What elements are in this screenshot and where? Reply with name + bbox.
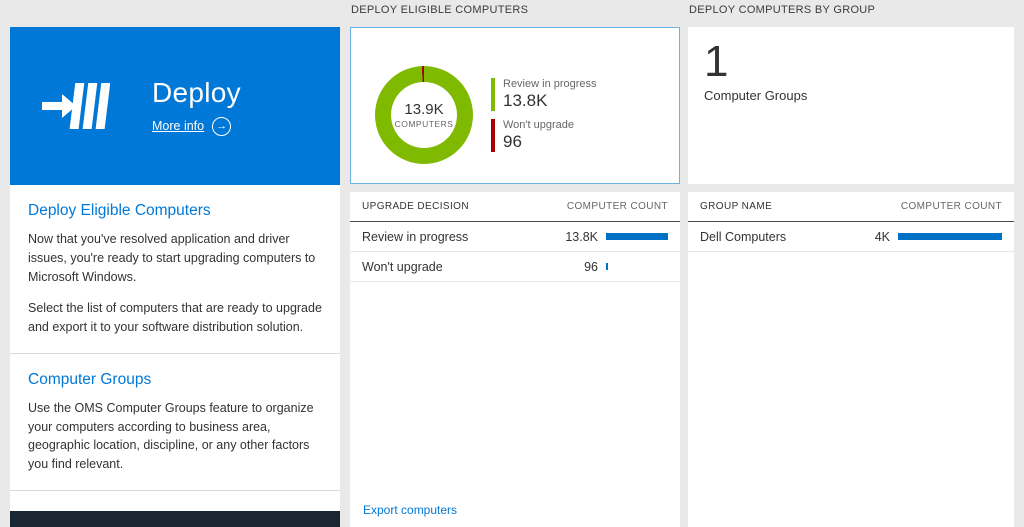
bar-container bbox=[898, 233, 1002, 240]
groups-section-header: DEPLOY COMPUTERS BY GROUP bbox=[689, 4, 876, 16]
more-info-arrow-icon[interactable]: → bbox=[212, 116, 232, 136]
section-heading: Deploy Eligible Computers bbox=[28, 202, 211, 219]
tile-title: Deploy bbox=[152, 76, 241, 108]
row-value: 4K bbox=[874, 229, 890, 244]
row-label: Review in progress bbox=[362, 229, 469, 244]
deploy-description-panel: Deploy Eligible Computers Now that you'v… bbox=[10, 185, 340, 511]
count-bar bbox=[606, 233, 668, 240]
section-computer-groups: Computer Groups Use the OMS Computer Gro… bbox=[10, 354, 340, 491]
legend-swatch-green bbox=[491, 77, 495, 111]
tile-footer-bar bbox=[10, 511, 340, 527]
legend-value: 96 bbox=[503, 131, 522, 151]
row-value: 96 bbox=[584, 259, 598, 274]
deploy-icon bbox=[40, 77, 111, 135]
group-count-value: 1 bbox=[704, 37, 729, 86]
table-row[interactable]: Review in progress 13.8K bbox=[350, 222, 680, 252]
group-count-label: Computer Groups bbox=[704, 87, 808, 103]
donut-center-label: COMPUTERS bbox=[394, 118, 454, 129]
donut-legend: Review in progress 13.8K Won't upgrade 9… bbox=[491, 77, 597, 152]
section-paragraph: Now that you've resolved application and… bbox=[28, 232, 316, 284]
count-bar bbox=[898, 233, 1002, 240]
donut-center: 13.9K COMPUTERS bbox=[391, 81, 457, 148]
bar-container bbox=[606, 263, 668, 270]
eligible-computers-tile[interactable]: 13.9K COMPUTERS Review in progress 13.8K… bbox=[350, 27, 680, 184]
legend-label: Won't upgrade bbox=[503, 118, 575, 131]
group-name-table: GROUP NAME COMPUTER COUNT Dell Computers… bbox=[688, 192, 1014, 527]
more-info-link[interactable]: More info bbox=[152, 119, 205, 133]
deploy-tile[interactable]: Deploy More info → bbox=[10, 27, 340, 185]
table-header-row: UPGRADE DECISION COMPUTER COUNT bbox=[350, 192, 680, 222]
legend-swatch-red bbox=[491, 118, 495, 152]
eligible-section-header: DEPLOY ELIGIBLE COMPUTERS bbox=[351, 4, 529, 16]
column-header-computer-count: COMPUTER COUNT bbox=[900, 201, 1002, 212]
section-deploy-eligible: Deploy Eligible Computers Now that you'v… bbox=[10, 185, 340, 354]
export-computers-link[interactable]: Export computers bbox=[363, 503, 458, 517]
section-paragraph: Use the OMS Computer Groups feature to o… bbox=[28, 400, 314, 471]
row-value: 13.8K bbox=[565, 229, 598, 244]
legend-value: 13.8K bbox=[503, 90, 548, 110]
legend-item-review: Review in progress 13.8K bbox=[491, 77, 597, 111]
donut-chart: 13.9K COMPUTERS bbox=[375, 65, 473, 164]
table-row[interactable]: Won't upgrade 96 bbox=[350, 252, 680, 282]
column-header-upgrade-decision: UPGRADE DECISION bbox=[362, 201, 469, 212]
section-paragraph: Select the list of computers that are re… bbox=[28, 301, 322, 334]
column-header-computer-count: COMPUTER COUNT bbox=[566, 201, 668, 212]
row-label: Won't upgrade bbox=[362, 259, 443, 274]
row-label: Dell Computers bbox=[700, 229, 787, 244]
legend-item-wont-upgrade: Won't upgrade 96 bbox=[491, 118, 597, 152]
upgrade-decision-table: UPGRADE DECISION COMPUTER COUNT Review i… bbox=[350, 192, 680, 527]
section-heading: Computer Groups bbox=[28, 370, 152, 388]
computer-groups-tile[interactable]: 1 Computer Groups bbox=[688, 27, 1014, 184]
count-bar bbox=[606, 263, 608, 270]
table-header-row: GROUP NAME COMPUTER COUNT bbox=[688, 192, 1014, 222]
column-header-group-name: GROUP NAME bbox=[700, 201, 773, 212]
donut-center-value: 13.9K bbox=[404, 100, 444, 118]
legend-label: Review in progress bbox=[503, 77, 597, 90]
bar-container bbox=[606, 233, 668, 240]
deploy-tile-text: Deploy More info → bbox=[152, 77, 241, 136]
deploy-blade: Deploy More info → Deploy Eligible Compu… bbox=[10, 27, 340, 527]
table-row[interactable]: Dell Computers 4K bbox=[688, 222, 1014, 252]
